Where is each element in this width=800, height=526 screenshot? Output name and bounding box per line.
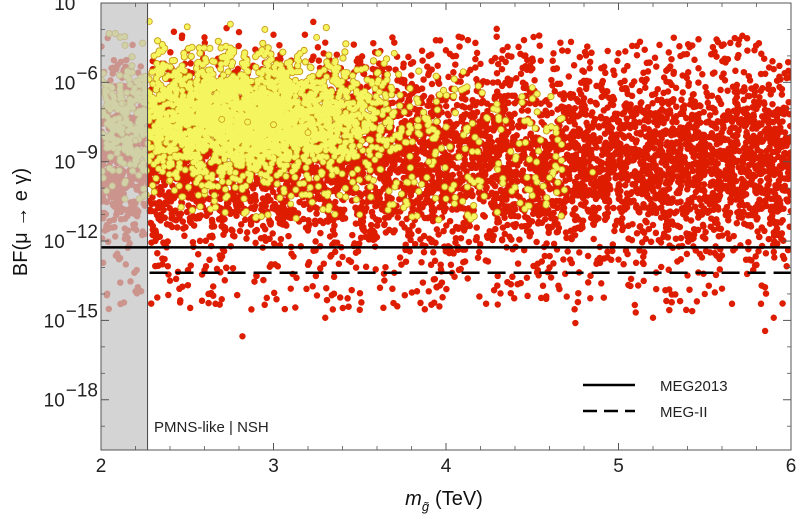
yellow-point [356,142,364,150]
y-tick-exponent: −9 [76,143,98,164]
y-tick-exponent: −12 [66,222,98,243]
x-tick-label: 6 [786,456,797,477]
legend-label-meg2: MEG-II [660,404,708,421]
yellow-point [528,84,536,92]
y-tick-exponent: −6 [76,63,98,84]
axis-ticks [100,2,792,450]
red-point [201,34,208,41]
red-point [753,261,760,269]
x-tick-label: 3 [268,456,279,477]
red-point [460,259,467,266]
red-point [649,314,657,321]
yellow-point [390,49,398,57]
red-point [718,285,726,292]
red-point [701,290,708,298]
red-point [270,31,277,38]
y-axis-title: BF(μ → e γ) [10,168,32,276]
red-point [322,39,329,46]
red-point [770,314,777,321]
y-tick-exponent: −18 [66,381,98,402]
legend: MEG2013 MEG-II [583,378,728,421]
excluded-band [101,3,149,450]
red-point [615,256,622,263]
yellow-point [356,211,364,218]
red-point [529,55,536,62]
y-tick-exponent: −3 [76,0,98,5]
yellow-point [459,68,467,76]
yellow-point [425,158,433,166]
x-tick-label: 2 [96,456,107,477]
red-point [494,301,501,308]
red-point [356,306,363,314]
yellow-point [201,187,208,195]
region-label: PMNS-like | NSH [154,419,269,436]
red-point [546,264,553,271]
yellow-points-cloud [101,24,568,223]
yellow-point [183,23,191,31]
red-point [667,63,674,70]
red-point [287,285,294,292]
red-point [563,293,570,300]
yellow-point [226,20,234,28]
red-point [598,280,605,287]
red-point [339,253,346,261]
x-tick-labels: 2 3 4 5 6 [96,456,797,477]
red-point [632,309,639,316]
red-point [166,277,174,284]
red-point [615,50,622,57]
red-point [572,319,579,327]
red-point [239,333,246,340]
y-tick-label: 10 [44,391,65,412]
red-point [477,60,484,68]
red-point [761,327,769,335]
yellow-point [546,174,553,181]
yellow-point [442,195,450,203]
x-axis-title: mg̃ (TeV) [405,488,483,514]
red-point [235,28,243,36]
red-point [322,314,329,321]
yellow-point [270,121,277,129]
red-point [218,296,225,303]
yellow-point [261,26,269,33]
red-point [770,65,777,73]
yellow-point [304,129,312,137]
red-point [425,288,432,295]
yellow-point [287,200,295,208]
x-tick-label: 5 [613,456,624,477]
y-tick-label: 10 [54,73,75,94]
yellow-point [218,115,226,123]
yellow-point [494,166,502,174]
y-tick-label: 10 [54,0,75,15]
yellow-point [244,118,252,126]
yellow-point [589,168,597,176]
red-point [425,52,432,60]
yellow-point [313,33,321,41]
red-point [580,68,588,75]
y-tick-exponent: −15 [66,301,98,322]
red-point [304,261,312,269]
y-tick-label: 10 [44,311,65,332]
legend-label-meg2013: MEG2013 [660,378,728,395]
y-tick-label: 10 [54,153,75,174]
x-tick-label: 4 [441,456,452,477]
yellow-point [166,176,174,184]
red-point [718,73,726,81]
y-tick-label: 10 [44,232,65,253]
